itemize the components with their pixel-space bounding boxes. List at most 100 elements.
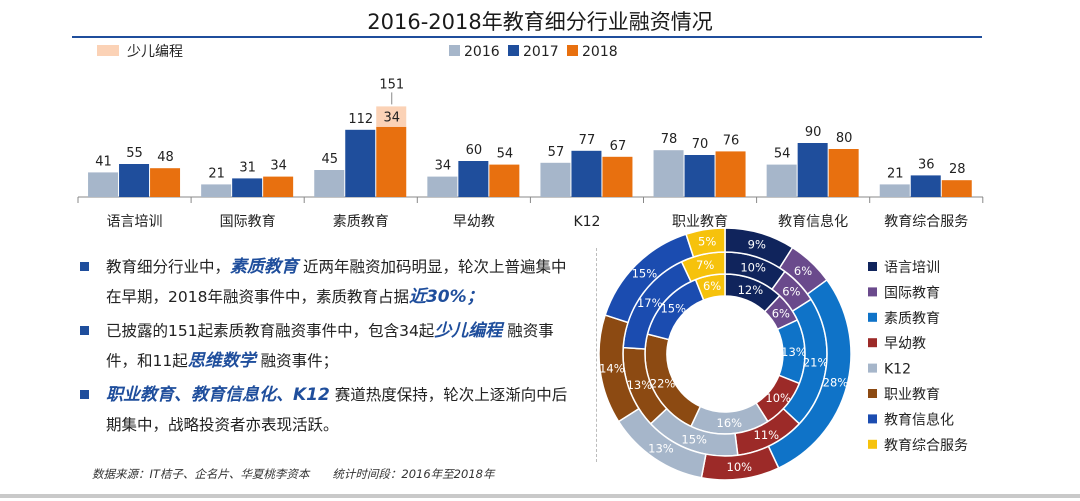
bullet-item: 教育细分行业中，素质教育 近两年融资加码明显，轮次上普遍集中在早期，2018年融… bbox=[78, 252, 568, 312]
bullet-list: 教育细分行业中，素质教育 近两年融资加码明显，轮次上普遍集中在早期，2018年融… bbox=[78, 252, 568, 444]
bar bbox=[263, 176, 294, 197]
slice-label: 10% bbox=[727, 460, 753, 474]
data-label: 80 bbox=[836, 131, 853, 146]
slice-label: 6% bbox=[703, 279, 721, 293]
legend-swatch bbox=[868, 338, 877, 348]
data-label: 112 bbox=[348, 112, 373, 127]
legend-label: 素质教育 bbox=[884, 311, 940, 327]
data-label: 31 bbox=[239, 160, 256, 175]
bullet-square-icon bbox=[80, 326, 89, 335]
donut-slice bbox=[685, 227, 726, 258]
legend-swatch bbox=[868, 439, 877, 449]
data-label: 57 bbox=[548, 145, 565, 160]
slice-label: 17% bbox=[637, 296, 663, 310]
slice-label: 13% bbox=[781, 345, 807, 359]
data-label: 34 bbox=[383, 111, 400, 126]
bullet-text: 教育细分行业中， bbox=[106, 258, 231, 276]
legend-label: 教育综合服务 bbox=[884, 438, 968, 454]
data-label: 67 bbox=[610, 139, 627, 154]
legend-swatch bbox=[868, 312, 877, 322]
bullet-item: 职业教育、教育信息化、K12 赛道热度保持，轮次上逐渐向中后期集中，战略投资者亦… bbox=[78, 380, 568, 440]
slice-label: 21% bbox=[803, 356, 829, 370]
bar bbox=[427, 176, 458, 197]
data-label: 48 bbox=[157, 150, 174, 165]
bar bbox=[653, 150, 684, 197]
data-label: 78 bbox=[661, 132, 678, 147]
section-divider bbox=[596, 248, 597, 462]
data-label: 45 bbox=[321, 152, 338, 167]
data-label: 34 bbox=[270, 159, 287, 174]
bullet-item: 已披露的151起素质教育融资事件中，包含34起少儿编程 融资事件，和11起思维数… bbox=[78, 316, 568, 376]
slice-label: 14% bbox=[599, 361, 625, 375]
total-label: 151 bbox=[379, 77, 404, 92]
bar bbox=[571, 150, 602, 197]
data-label: 41 bbox=[95, 154, 112, 169]
bar bbox=[489, 164, 520, 197]
highlight-text: 近30%； bbox=[408, 287, 484, 307]
data-label: 54 bbox=[497, 147, 514, 162]
legend-label: 国际教育 bbox=[884, 285, 940, 301]
bullet-square-icon bbox=[80, 262, 89, 271]
bullet-text: 融资事件，和11起 bbox=[106, 322, 554, 370]
bullet-text: 近两年融资加码明显，轮次上普遍集中在早期，2018年融资事件中，素质教育占据 bbox=[106, 258, 567, 306]
bar bbox=[910, 175, 941, 197]
bar bbox=[345, 129, 376, 197]
legend-swatch bbox=[868, 389, 877, 398]
slice-label: 11% bbox=[754, 428, 780, 442]
slice-label: 6% bbox=[782, 285, 800, 299]
bar bbox=[828, 149, 859, 197]
x-tick-label: 教育综合服务 bbox=[884, 214, 968, 230]
data-label: 54 bbox=[774, 147, 791, 162]
bullet-text: 融资事件； bbox=[255, 352, 339, 370]
legend-swatch bbox=[868, 363, 877, 373]
data-label: 55 bbox=[126, 146, 143, 161]
page-title: 2016-2018年教育细分行业融资情况 bbox=[367, 10, 713, 34]
legend-label: 2018 bbox=[582, 44, 618, 60]
x-tick-label: 素质教育 bbox=[333, 214, 389, 230]
data-label: 60 bbox=[466, 143, 483, 158]
data-label: 34 bbox=[435, 159, 452, 174]
legend-label: 少儿编程 bbox=[127, 44, 183, 60]
bar bbox=[458, 161, 489, 197]
legend-swatch bbox=[567, 45, 578, 56]
legend-swatch bbox=[868, 414, 877, 424]
bar bbox=[715, 151, 746, 197]
data-label: 21 bbox=[887, 166, 904, 181]
legend-label: 早幼教 bbox=[884, 336, 926, 352]
legend-label: 2016 bbox=[464, 44, 500, 60]
slice-label: 13% bbox=[648, 441, 674, 455]
x-tick-label: 职业教育 bbox=[672, 214, 728, 230]
bar bbox=[766, 164, 797, 197]
bar bbox=[201, 184, 232, 197]
bar bbox=[314, 170, 345, 197]
bar bbox=[232, 178, 263, 197]
slice-label: 12% bbox=[738, 283, 764, 297]
slice-label: 5% bbox=[698, 234, 716, 248]
slice-label: 7% bbox=[696, 258, 714, 272]
legend-label: 2017 bbox=[523, 44, 559, 60]
bar bbox=[879, 184, 910, 197]
legend-label: K12 bbox=[884, 362, 911, 378]
highlight-text: 职业教育、教育信息化、K12 bbox=[106, 385, 330, 405]
slice-label: 13% bbox=[627, 378, 653, 392]
slice-label: 22% bbox=[650, 376, 676, 390]
x-tick-label: 语言培训 bbox=[107, 214, 163, 230]
data-label: 70 bbox=[692, 137, 709, 152]
bar bbox=[150, 168, 181, 197]
footer-divider bbox=[0, 494, 1080, 498]
title-divider bbox=[72, 36, 982, 38]
bar bbox=[540, 162, 571, 197]
slice-label: 6% bbox=[794, 264, 812, 278]
bar bbox=[797, 143, 828, 197]
data-label: 76 bbox=[723, 133, 740, 148]
source-note: 数据来源：IT桔子、企名片、华夏桃李资本 统计时间段：2016年至2018年 bbox=[92, 467, 495, 481]
legend-swatch bbox=[868, 287, 877, 297]
highlight-text: 素质教育 bbox=[230, 257, 299, 277]
data-label: 77 bbox=[579, 133, 596, 148]
slice-label: 15% bbox=[632, 266, 658, 280]
slice-label: 6% bbox=[772, 306, 790, 320]
x-tick-label: 教育信息化 bbox=[778, 213, 848, 230]
data-label: 21 bbox=[208, 166, 225, 181]
slice-label: 10% bbox=[765, 391, 791, 405]
